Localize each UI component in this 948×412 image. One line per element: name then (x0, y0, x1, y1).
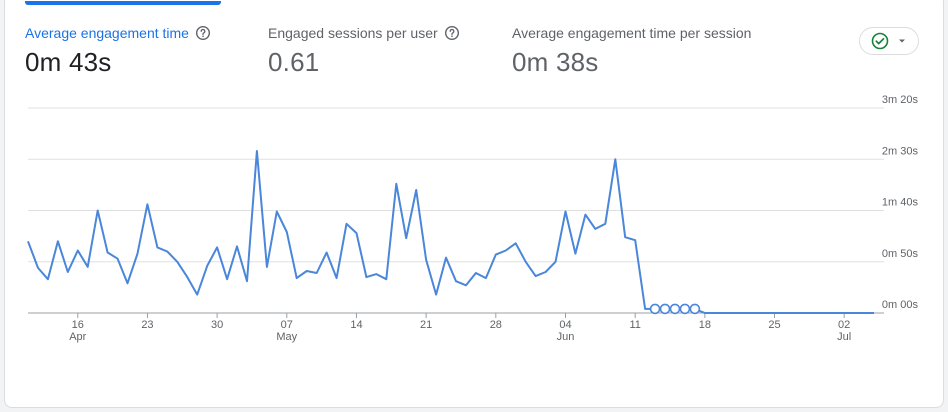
status-dropdown-button[interactable] (859, 27, 919, 55)
x-tick-label: 11 (629, 319, 640, 331)
x-tick-label: 23 (141, 319, 153, 331)
x-tick-month-label: Jun (557, 331, 575, 343)
caret-down-icon (899, 39, 905, 43)
x-tick-label: 21 (420, 319, 432, 331)
x-tick-month-label: Apr (69, 331, 86, 343)
help-icon[interactable] (444, 25, 460, 41)
y-tick-label: 3m 20s (882, 94, 919, 106)
metric-avg-engagement-time[interactable]: Average engagement time 0m 43s (25, 25, 211, 78)
gridlines (28, 107, 884, 314)
y-tick-label: 1m 40s (882, 197, 919, 209)
metric-avg-engagement-time-per-session[interactable]: Average engagement time per session 0m 3… (512, 25, 751, 78)
active-metric-indicator (25, 1, 221, 5)
x-tick-month-label: Jul (837, 331, 851, 343)
y-axis-ticks: 0m 00s 0m 50s 1m 40s 2m 30s 3m 20s (882, 94, 919, 311)
x-tick-label: 16 (72, 319, 84, 331)
x-tick-label: 28 (490, 319, 502, 331)
metric-label: Average engagement time (25, 25, 211, 41)
x-tick-label: 18 (699, 319, 711, 331)
x-tick-label: 02 (838, 319, 850, 331)
y-tick-label: 0m 50s (882, 248, 919, 260)
series-marker (679, 303, 691, 315)
x-tick-label: 07 (281, 319, 293, 331)
y-tick-label: 0m 00s (882, 299, 919, 311)
help-icon[interactable] (195, 25, 211, 41)
metric-value: 0m 38s (512, 47, 599, 77)
x-tick-label: 14 (350, 319, 362, 331)
metric-value: 0m 43s (25, 47, 112, 77)
x-tick-label: 04 (559, 319, 571, 331)
metric-label: Engaged sessions per user (268, 25, 460, 41)
y-tick-label: 2m 30s (882, 145, 919, 157)
series-marker (669, 303, 681, 315)
series-marker (689, 303, 701, 315)
series-markers (649, 303, 701, 315)
metric-value: 0.61 (268, 47, 320, 77)
engagement-card: Average engagement time 0m 43s Engaged s… (4, 0, 944, 408)
metric-engaged-sessions-per-user[interactable]: Engaged sessions per user 0.61 (268, 25, 460, 78)
x-tick-label: 30 (211, 319, 223, 331)
series-line (27, 150, 874, 314)
series-marker (649, 303, 661, 315)
x-tick-label: 25 (768, 319, 780, 331)
series-marker (659, 303, 671, 315)
check-circle-icon (871, 32, 889, 50)
metric-label: Average engagement time per session (512, 25, 752, 41)
x-tick-month-label: May (276, 331, 297, 343)
